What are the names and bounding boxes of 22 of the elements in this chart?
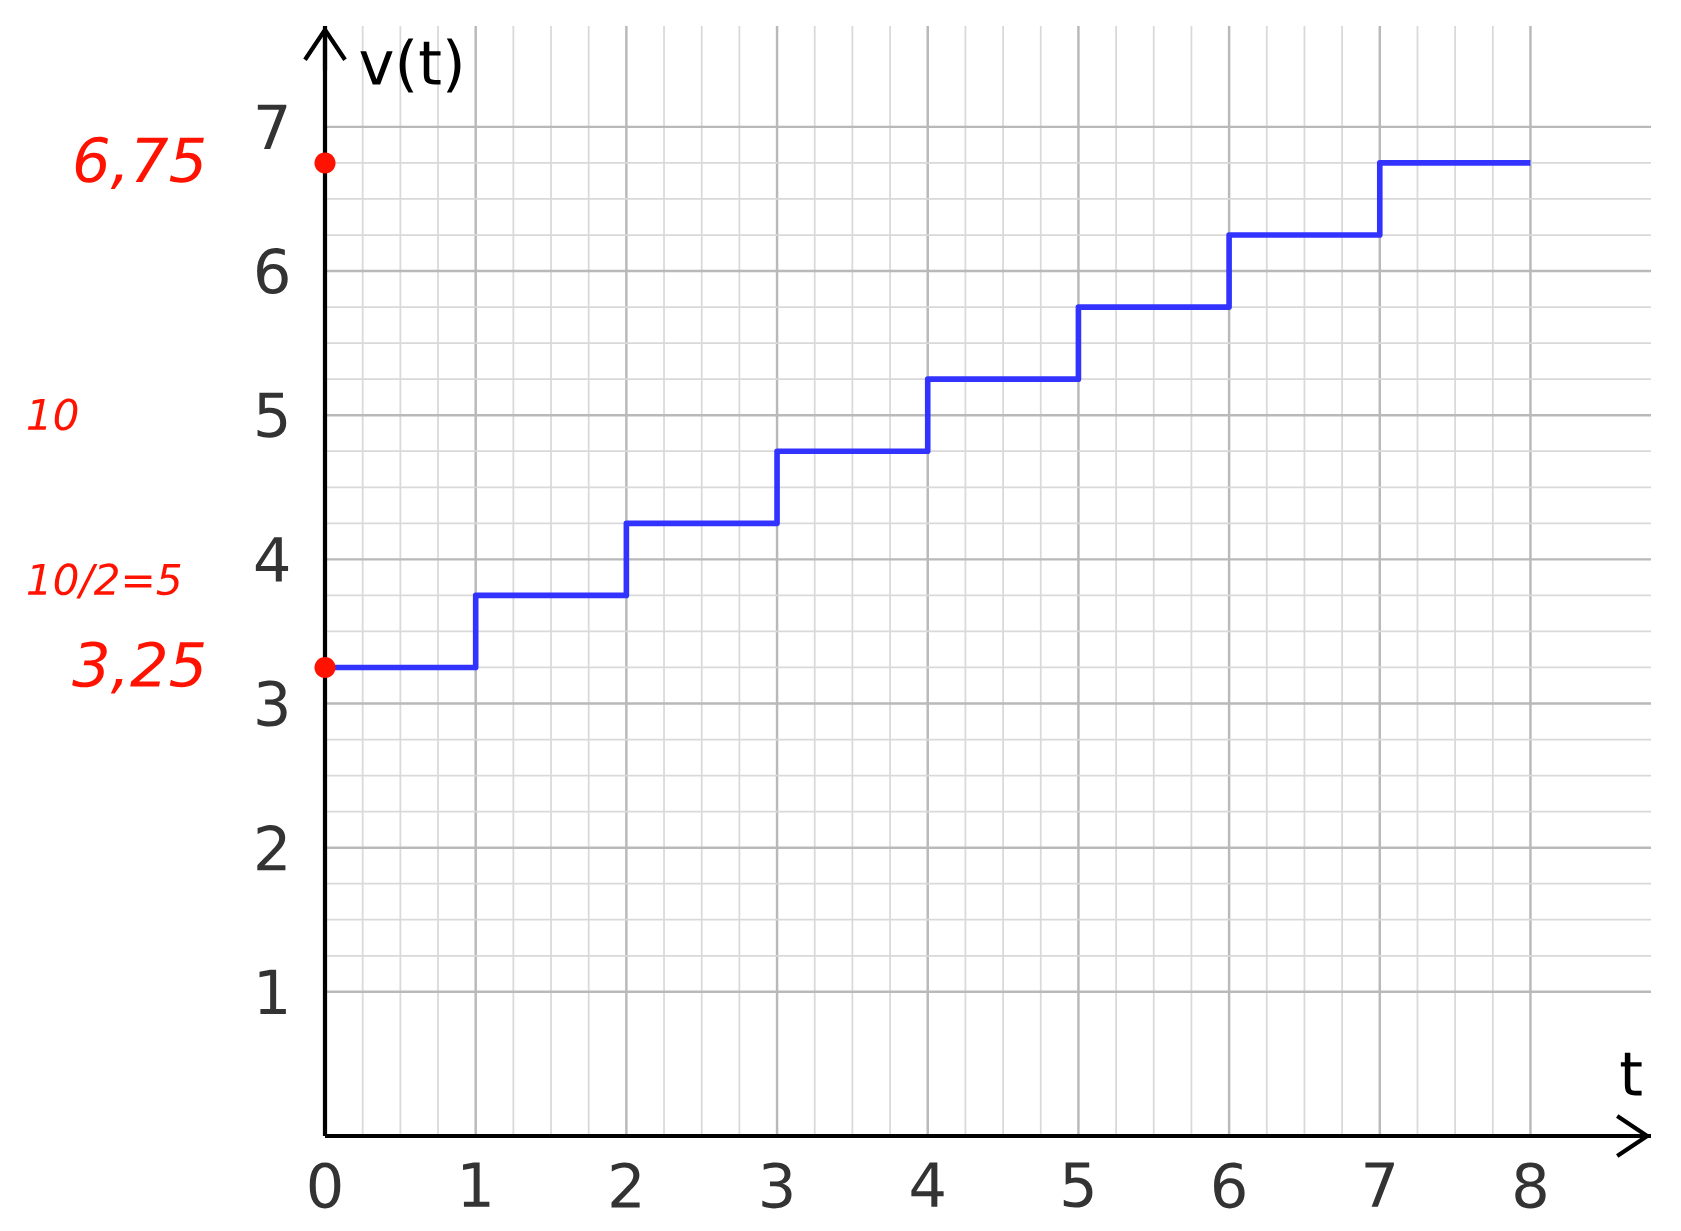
y-tick-label: 7 [257, 104, 287, 150]
x-tick-label: 6 [1214, 1162, 1245, 1209]
y-tick-label: 6 [257, 248, 288, 295]
annotation: 6,75 [75, 136, 204, 189]
text: 10/2=5 [27, 563, 181, 599]
text: 10 [27, 398, 78, 431]
x-tick-label: 3 [762, 1162, 792, 1209]
x-axis-title: t [1620, 1052, 1642, 1096]
y-tick-label: 3 [257, 680, 287, 727]
y-axis-title: v(t) [360, 38, 461, 93]
y-tick-label: 2 [257, 825, 286, 871]
x-tick-label: 2 [611, 1162, 640, 1208]
x-tick-label: 5 [1063, 1162, 1093, 1208]
x-tick-label: 8 [1515, 1162, 1546, 1209]
y-tick-label: 1 [259, 969, 286, 1014]
y-tick-label: 4 [255, 537, 289, 582]
x-tick-label: 0 [309, 1162, 341, 1209]
x-tick-label: 4 [911, 1162, 944, 1207]
x-tick-label: 7 [1365, 1162, 1394, 1207]
annotation: 3,25 [72, 641, 204, 694]
y-tick-label: 5 [257, 392, 287, 438]
x-tick-label: 1 [463, 1162, 490, 1207]
